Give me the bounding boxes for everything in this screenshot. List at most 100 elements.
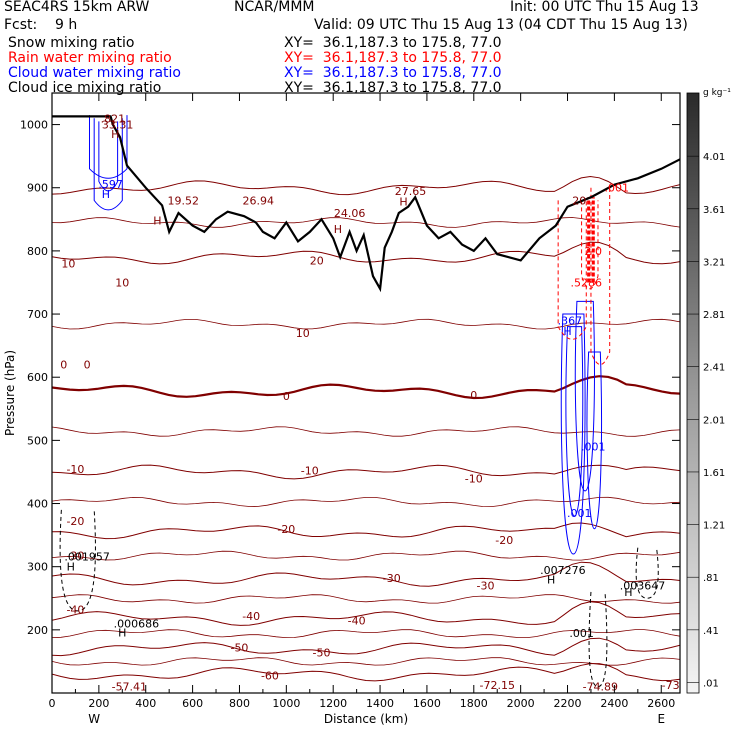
x-tick-label: 0	[49, 697, 56, 710]
isotherm-intermediate	[52, 629, 680, 639]
extremum-label: H	[334, 223, 342, 236]
isotherm-label: -40	[242, 610, 260, 623]
extremum-label: 24.06	[334, 207, 366, 220]
isotherm-label: -10	[465, 472, 483, 485]
terrain-line	[52, 115, 681, 293]
isotherm-label: -30	[477, 580, 495, 593]
y-tick-label: 900	[27, 182, 48, 195]
isotherm-label: -30	[66, 549, 84, 562]
isotherm--30	[52, 561, 680, 587]
isotherm-intermediate	[52, 426, 680, 437]
isotherm-label: 0	[470, 389, 477, 402]
isotherm--10	[52, 464, 680, 480]
extremum-label: .001	[569, 627, 594, 640]
isotherm-intermediate	[52, 318, 680, 330]
colorbar-label: 3.61	[703, 205, 725, 216]
x-tick-label: 200	[88, 697, 109, 710]
x-end-label-east: E	[657, 712, 665, 726]
y-tick-label: 500	[27, 434, 48, 447]
extremum-label: -74.89	[583, 681, 618, 694]
field-name-rain: Rain water mixing ratio	[8, 50, 172, 66]
y-tick-label: 300	[27, 561, 48, 574]
isotherm--40	[52, 601, 680, 626]
isotherm-label: -20	[66, 515, 84, 528]
extremum-label: .003647	[620, 580, 666, 593]
isotherm-label: -10	[301, 465, 319, 478]
extremum-label: -57.41	[112, 681, 147, 694]
extremum-label: .001	[604, 182, 629, 195]
isotherm--60	[52, 663, 680, 682]
isotherm-label: -20	[495, 534, 513, 547]
model-name: SEAC4RS 15km ARW	[4, 0, 150, 15]
organization: NCAR/MMM	[234, 0, 315, 15]
cloud-water-contour	[98, 121, 119, 192]
y-tick-label: 600	[27, 371, 48, 384]
colorbar-label: .01	[703, 678, 719, 689]
isotherm-label: 10	[296, 327, 310, 340]
extremum-label: .597	[98, 178, 123, 191]
x-tick-label: 1200	[319, 697, 347, 710]
field-xy-snow: XY= 36.1,187.3 to 175.8, 77.0	[284, 35, 502, 51]
field-name-cloud-ice: Cloud ice mixing ratio	[8, 80, 162, 96]
extremum-label: 33.31	[102, 119, 134, 132]
x-tick-label: 800	[229, 697, 250, 710]
colorbar-label: 4.01	[703, 152, 725, 163]
extremum-label: H	[624, 586, 632, 599]
isotherm-20	[52, 175, 680, 196]
snow-ice-contour	[59, 509, 96, 612]
x-tick-label: 2600	[647, 697, 675, 710]
extremum-label: H	[118, 626, 126, 639]
x-tick-label: 1000	[272, 697, 300, 710]
x-end-label-west: W	[88, 712, 100, 726]
x-tick-label: 2200	[554, 697, 582, 710]
extremum-label: .001	[567, 507, 592, 520]
extremum-label: -72.15	[479, 679, 514, 692]
isotherm-intermediate	[52, 657, 680, 666]
isotherm-label: -40	[66, 604, 84, 617]
colorbar-label: 2.81	[703, 310, 725, 321]
plot-frame	[51, 92, 681, 694]
isotherm-10	[52, 241, 680, 265]
rain-water-contour	[590, 187, 611, 366]
cloud-water-contour	[574, 300, 595, 492]
isotherm-label: -30	[383, 572, 401, 585]
isotherm-label: -50	[230, 642, 248, 655]
extremum-label: H	[547, 573, 555, 586]
isotherm--20	[52, 522, 680, 540]
isotherm-label: -10	[66, 463, 84, 476]
cloud-water-contour	[88, 115, 128, 179]
field-name-snow: Snow mixing ratio	[8, 35, 135, 51]
extremum-label: .367	[558, 314, 583, 327]
rain-water-core	[587, 197, 595, 283]
isotherm-label: 20	[310, 254, 324, 267]
isotherm-label: -60	[261, 669, 279, 682]
isotherm-label: 10	[115, 276, 129, 289]
colorbar-unit: g kg⁻¹	[703, 88, 731, 98]
isotherm-label: 0	[84, 359, 91, 372]
isotherm-label: -20	[277, 523, 295, 536]
extremum-label: H	[153, 215, 161, 228]
extremum-label: H	[67, 561, 75, 574]
cloud-water-contour	[560, 313, 586, 555]
isotherm--50	[52, 637, 680, 657]
x-tick-label: 400	[135, 697, 156, 710]
cloud-water-contour	[565, 326, 584, 517]
colorbar-label: 2.01	[703, 415, 725, 426]
snow-ice-contour	[635, 547, 659, 599]
field-xy-cloud-water: XY= 36.1,187.3 to 175.8, 77.0	[284, 65, 502, 81]
extremum-label: H	[102, 188, 110, 201]
isotherm-label: 10	[61, 258, 75, 271]
extremum-label: H	[111, 128, 119, 141]
colorbar	[686, 92, 700, 694]
extremum-label: .001957	[64, 551, 110, 564]
isotherm-intermediate	[52, 496, 680, 508]
colorbar-label: 2.41	[703, 363, 725, 374]
y-axis-title: Pressure (hPa)	[3, 350, 17, 436]
x-tick-label: 1400	[366, 697, 394, 710]
extremum-label: -73	[662, 679, 680, 692]
isotherm-label: -40	[348, 614, 366, 627]
extremum-label: 2.0	[585, 245, 603, 258]
field-xy-rain: XY= 36.1,187.3 to 175.8, 77.0	[284, 50, 502, 66]
isotherm-intermediate	[52, 550, 680, 561]
